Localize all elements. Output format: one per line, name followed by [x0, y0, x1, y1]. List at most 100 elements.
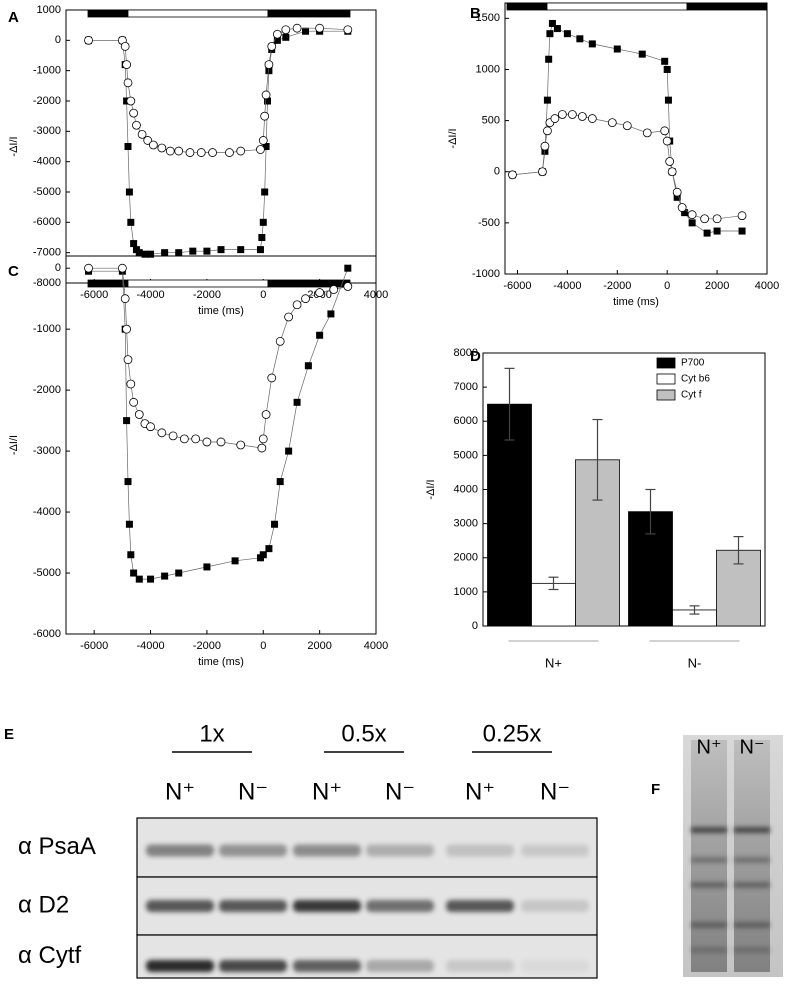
blot-band — [521, 844, 589, 857]
plot-frame — [65, 9, 377, 284]
y-tick-label: -3000 — [33, 445, 61, 457]
y-tick-label: 2000 — [454, 552, 478, 564]
legend-label: P700 — [681, 358, 705, 369]
circle-marker — [660, 126, 670, 136]
circle-marker — [134, 410, 144, 419]
plot-frame — [65, 255, 377, 635]
lane-label: N⁻ — [740, 736, 765, 758]
circle-marker — [157, 428, 167, 438]
y-tick-label: 0 — [472, 620, 478, 632]
circle-marker — [672, 187, 682, 197]
y-axis-label: -ΔI/I — [8, 136, 20, 156]
circle-marker — [292, 300, 302, 310]
square-marker — [175, 569, 183, 577]
square-marker — [130, 240, 138, 248]
y-tick-label: 0 — [55, 262, 61, 274]
square-marker — [663, 65, 671, 73]
circle-marker — [508, 170, 517, 180]
circle-marker — [258, 434, 268, 444]
x-tick-label: -4000 — [136, 640, 164, 652]
gel-band — [734, 882, 770, 888]
square-marker — [124, 143, 132, 150]
x-tick-label: N- — [688, 655, 702, 670]
circle-marker — [642, 128, 652, 138]
lane-label: N⁺ — [312, 778, 342, 805]
square-marker — [548, 19, 556, 27]
light-bar — [267, 279, 351, 288]
square-marker — [276, 478, 284, 486]
circle-marker — [129, 108, 139, 118]
blot-band — [521, 959, 589, 972]
x-tick-label: -2000 — [193, 640, 221, 652]
error-bar — [548, 576, 559, 591]
row-label: α PsaA — [18, 833, 96, 860]
square-marker — [553, 25, 561, 33]
gel-lane — [734, 740, 770, 972]
circle-marker — [120, 294, 130, 304]
circle-marker — [146, 422, 155, 432]
y-tick-label: 4000 — [454, 483, 478, 495]
circle-marker — [315, 23, 325, 33]
y-tick-label: 500 — [482, 115, 500, 127]
y-tick-label: 6000 — [454, 415, 478, 427]
blot-band — [446, 844, 514, 857]
blot-band — [146, 844, 214, 857]
y-tick-label: 8000 — [454, 347, 478, 359]
square-marker — [125, 520, 133, 528]
circle-marker — [202, 437, 212, 447]
y-tick-label: 5000 — [454, 449, 478, 461]
square-marker — [130, 569, 138, 577]
x-tick-label: 4000 — [364, 640, 388, 652]
circle-marker — [665, 157, 675, 166]
y-tick-label: 7000 — [454, 381, 478, 393]
circle-marker — [258, 136, 268, 145]
blot-band — [446, 959, 514, 972]
square-marker — [217, 246, 225, 254]
circle-marker — [236, 440, 246, 450]
circle-marker — [261, 410, 271, 419]
square-marker — [703, 229, 711, 237]
square-marker — [261, 188, 269, 196]
x-tick-label: -2000 — [603, 280, 631, 292]
bar — [487, 403, 532, 627]
y-tick-label: -1000 — [33, 323, 61, 335]
circle-marker — [264, 60, 274, 69]
gel-band — [691, 922, 727, 928]
circle-marker — [122, 324, 131, 334]
circle-marker — [120, 42, 130, 51]
panel-letter: F — [651, 781, 660, 798]
square-marker — [147, 250, 155, 258]
x-axis-label: time (ms) — [198, 305, 244, 317]
circle-marker — [256, 145, 265, 154]
circle-marker — [84, 35, 93, 45]
light-bar — [127, 279, 269, 288]
circle-marker — [123, 355, 133, 365]
error-bar — [645, 488, 656, 535]
square-marker — [576, 35, 584, 43]
blot-band — [146, 959, 214, 972]
y-tick-label: 1000 — [476, 63, 500, 75]
square-marker — [688, 219, 696, 227]
circle-marker — [126, 96, 136, 106]
light-bar — [87, 9, 129, 18]
blot-band — [219, 900, 287, 912]
error-bar — [504, 367, 515, 441]
square-marker — [282, 33, 290, 41]
x-tick-label: -6000 — [503, 280, 531, 292]
circle-marker — [148, 140, 158, 150]
y-tick-label: -5000 — [33, 567, 61, 579]
lane-label: N⁻ — [540, 778, 570, 805]
square-marker — [664, 96, 672, 104]
square-marker — [127, 218, 135, 226]
circle-marker — [540, 141, 550, 151]
y-tick-label: -8000 — [33, 277, 61, 289]
square-marker — [661, 57, 669, 65]
square-marker — [302, 27, 310, 35]
y-tick-label: 1500 — [476, 12, 500, 24]
y-tick-label: -2000 — [33, 384, 61, 396]
circle-marker — [329, 285, 339, 294]
square-marker — [135, 249, 143, 257]
circle-marker — [196, 148, 206, 157]
